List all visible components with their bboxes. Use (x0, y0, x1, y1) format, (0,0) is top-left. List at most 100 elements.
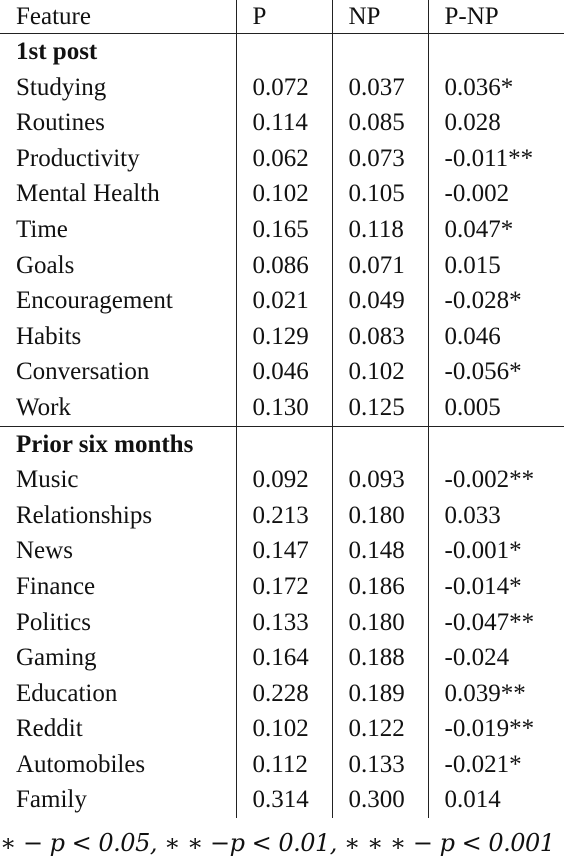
section-empty-cell (427, 425, 564, 463)
section-empty-cell (235, 425, 332, 463)
feature-cell: Relationships (16, 501, 153, 529)
results-table: Feature P NP P-NP 1st post Studying 0.072 0… (0, 0, 564, 819)
feature-cell: Music (16, 466, 79, 494)
section-title: 1st post (16, 38, 98, 65)
p-cell: 0.102 (235, 711, 332, 747)
np-cell: 0.037 (331, 69, 428, 106)
p-np-cell: 0.014 (427, 782, 564, 819)
np-cell: 0.083 (331, 318, 428, 355)
feature-cell: Mental Health (16, 180, 160, 208)
np-cell: 0.300 (331, 782, 428, 819)
np-cell: 0.118 (331, 211, 428, 248)
p-np-cell: -0.019** (427, 711, 564, 747)
p-np-cell: -0.028* (427, 283, 564, 319)
table-row: Music 0.092 0.093 -0.002** (0, 462, 564, 498)
table-row: Reddit 0.102 0.122 -0.019** (0, 711, 564, 747)
np-cell: 0.189 (331, 675, 428, 712)
p-np-cell: 0.039** (427, 675, 564, 712)
np-cell: 0.133 (331, 746, 428, 783)
table-row: Goals 0.086 0.071 0.015 (0, 247, 564, 284)
p-np-cell: 0.033 (427, 497, 564, 534)
table-row: Finance 0.172 0.186 -0.014* (0, 568, 564, 605)
table-row: Encouragement 0.021 0.049 -0.028* (0, 283, 564, 319)
p-np-cell: 0.047* (427, 211, 564, 248)
feature-cell: Routines (16, 109, 105, 137)
feature-cell: Politics (16, 608, 92, 636)
np-cell: 0.188 (331, 640, 428, 676)
table-row: News 0.147 0.148 -0.001* (0, 533, 564, 569)
results-table-container: Feature P NP P-NP 1st post Studying 0.072 0… (0, 0, 564, 819)
table-row: Routines 0.114 0.085 0.028 (0, 105, 564, 141)
np-cell: 0.102 (331, 354, 428, 390)
p-cell: 0.165 (235, 211, 332, 248)
section-row: 1st post (0, 33, 564, 70)
p-np-cell: -0.024 (427, 640, 564, 676)
header-np: NP (331, 0, 428, 34)
p-cell: 0.086 (235, 247, 332, 284)
p-cell: 0.213 (235, 497, 332, 534)
p-np-cell: 0.028 (427, 105, 564, 141)
np-cell: 0.180 (331, 497, 428, 534)
p-cell: 0.062 (235, 140, 332, 177)
table-row: Politics 0.133 0.180 -0.047** (0, 604, 564, 641)
p-cell: 0.072 (235, 69, 332, 106)
np-cell: 0.180 (331, 604, 428, 641)
significance-footnote: ∗ − p < 0.05, ∗ ∗ −p < 0.01, ∗ ∗ ∗ − p <… (0, 829, 555, 857)
np-cell: 0.093 (331, 462, 428, 498)
p-np-cell: -0.056* (427, 354, 564, 390)
p-cell: 0.046 (235, 354, 332, 390)
table-row: Conversation 0.046 0.102 -0.056* (0, 354, 564, 390)
feature-cell: Family (16, 786, 87, 814)
p-np-cell: -0.047** (427, 604, 564, 641)
p-cell: 0.021 (235, 283, 332, 319)
p-np-cell: 0.046 (427, 318, 564, 355)
table-row: Mental Health 0.102 0.105 -0.002 (0, 176, 564, 212)
feature-cell: Goals (16, 251, 75, 279)
table-row: Automobiles 0.112 0.133 -0.021* (0, 746, 564, 783)
feature-cell: Studying (16, 73, 107, 101)
p-cell: 0.114 (235, 105, 332, 141)
header-p: P (235, 0, 332, 34)
section-empty-cell (331, 33, 428, 70)
p-cell: 0.164 (235, 640, 332, 676)
header-feature: Feature (0, 0, 236, 34)
np-cell: 0.186 (331, 568, 428, 605)
table-row: Habits 0.129 0.083 0.046 (0, 318, 564, 355)
np-cell: 0.125 (331, 389, 428, 427)
feature-cell: Reddit (16, 715, 83, 743)
feature-cell: Encouragement (16, 287, 173, 315)
feature-cell: Conversation (16, 358, 150, 386)
np-cell: 0.049 (331, 283, 428, 319)
p-cell: 0.112 (235, 746, 332, 783)
p-np-cell: 0.015 (427, 247, 564, 284)
section-row: Prior six months (0, 425, 564, 463)
p-np-cell: -0.001* (427, 533, 564, 569)
np-cell: 0.085 (331, 105, 428, 141)
section-empty-cell (235, 33, 332, 70)
np-cell: 0.073 (331, 140, 428, 177)
table-row: Studying 0.072 0.037 0.036* (0, 69, 564, 106)
p-cell: 0.129 (235, 318, 332, 355)
feature-cell: Habits (16, 322, 82, 350)
np-cell: 0.122 (331, 711, 428, 747)
table-row: Relationships 0.213 0.180 0.033 (0, 497, 564, 534)
np-cell: 0.105 (331, 176, 428, 212)
feature-cell: Education (16, 679, 118, 707)
section-empty-cell (427, 33, 564, 70)
section-empty-cell (331, 425, 428, 463)
section-title: Prior six months (0, 425, 236, 463)
feature-cell: Work (16, 393, 71, 421)
table-row: Education 0.228 0.189 0.039** (0, 675, 564, 712)
p-cell: 0.147 (235, 533, 332, 569)
p-np-cell: -0.014* (427, 568, 564, 605)
np-cell: 0.148 (331, 533, 428, 569)
feature-cell: Productivity (16, 144, 140, 172)
feature-cell: Time (16, 215, 68, 243)
p-np-cell: -0.002 (427, 176, 564, 212)
table-row: Work 0.130 0.125 0.005 (0, 389, 564, 427)
table-row: Gaming 0.164 0.188 -0.024 (0, 640, 564, 676)
p-cell: 0.130 (235, 389, 332, 427)
table-header: Feature P NP P-NP (0, 0, 564, 34)
p-np-cell: 0.005 (427, 389, 564, 427)
p-np-cell: -0.021* (427, 746, 564, 783)
